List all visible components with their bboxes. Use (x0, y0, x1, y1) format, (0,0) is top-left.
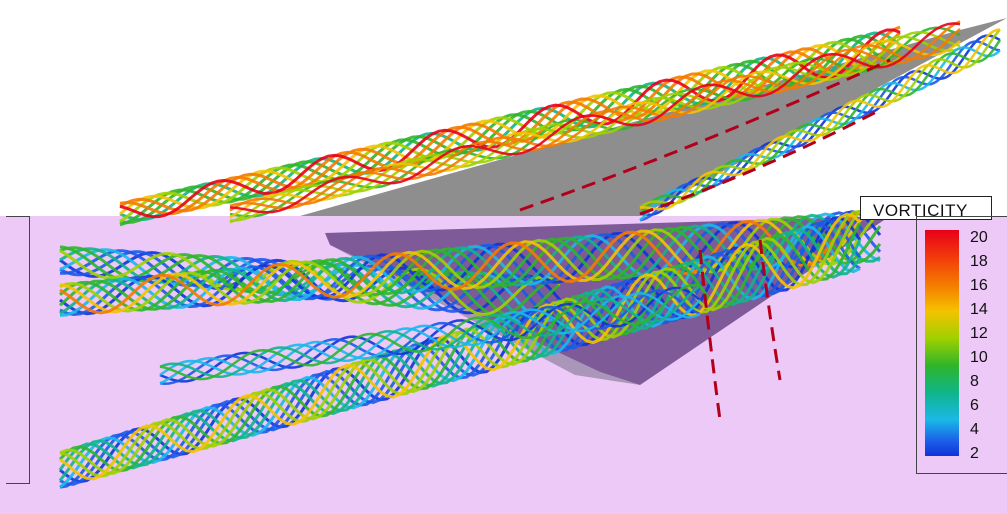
legend-tick: 10 (970, 349, 988, 366)
vortex-ribbon (229, 27, 961, 212)
legend-title: VORTICITY (873, 201, 968, 220)
vortex-ribbon (229, 22, 961, 214)
legend-tick: 20 (970, 229, 988, 246)
vortex-ribbon (58, 230, 862, 471)
vortex-ribbon (59, 207, 881, 314)
vortex-ribbon (58, 228, 862, 482)
vortex-ribbon (229, 35, 961, 224)
legend-tick: 8 (970, 373, 979, 390)
vortex-ribbon (119, 25, 901, 216)
legend-tick: 16 (970, 277, 988, 294)
vortex-core-line (519, 58, 891, 212)
legend-tick: 4 (970, 421, 979, 438)
vortex-ribbon (59, 249, 561, 316)
vortex-ribbon (59, 224, 861, 489)
vortex-ribbon (229, 20, 961, 210)
vortex-ribbon (59, 211, 882, 317)
vortex-core-line (639, 108, 881, 216)
vortex-core-line (698, 249, 722, 421)
vortex-ribbon (229, 31, 961, 222)
legend-tick: 2 (970, 445, 979, 462)
legend-tick: 6 (970, 397, 979, 414)
vortex-ribbons (58, 20, 1002, 489)
vortex-core-line (758, 239, 782, 381)
vortex-ribbon (229, 26, 961, 218)
colorbar (925, 230, 959, 456)
legend-box (916, 216, 1007, 474)
vortex-ribbon (639, 28, 1001, 211)
legend-tick: 12 (970, 325, 988, 342)
vortex-ribbon (159, 283, 701, 381)
left-frame (6, 216, 30, 484)
legend-tick: 14 (970, 301, 988, 318)
vortex-ribbon (119, 40, 901, 223)
vortex-ribbon (229, 39, 961, 219)
legend-tick: 18 (970, 253, 988, 270)
vortex-ribbon (59, 210, 861, 478)
vortex-ribbon (59, 208, 881, 315)
vortex-ribbon (59, 210, 882, 316)
